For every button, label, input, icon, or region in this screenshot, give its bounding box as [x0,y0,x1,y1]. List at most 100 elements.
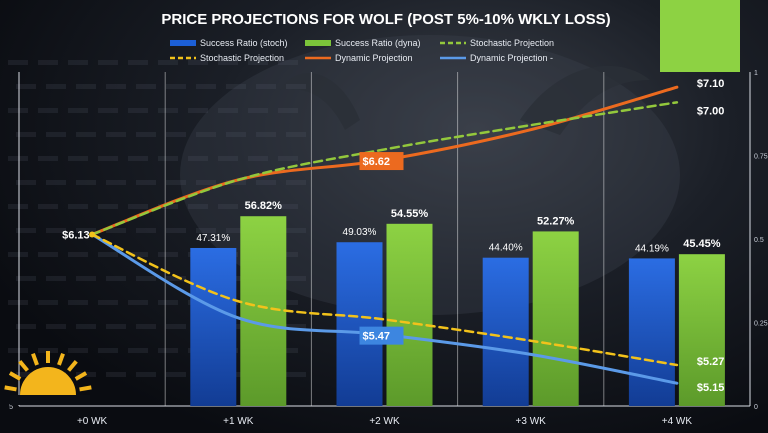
ticker-cell [46,180,66,185]
ticker-cell [46,324,66,329]
ticker-cell [158,60,178,65]
ticker-cell [218,204,238,209]
legend-item: Dynamic Projection - [440,53,553,63]
ticker-cell [38,156,58,161]
ticker-cell [16,372,36,377]
ticker-cell [248,60,268,65]
ticker-cell [166,84,186,89]
ticker-cell [248,108,268,113]
x-tick-label: +2 WK [369,416,400,427]
ticker-cell [16,180,36,185]
line-value-label: $6.13 [62,229,90,241]
line-label-box [359,152,404,171]
legend-label: Dynamic Projection [335,53,413,63]
bar-dyna [678,254,725,406]
right-tick-label: 0.75 [754,154,768,161]
line-value-label: $7.10 [697,78,725,90]
ticker-cell [196,84,216,89]
ticker-cell [188,108,208,113]
ticker-cell [128,156,148,161]
ticker-cell [128,204,148,209]
bar-value-label: 44.19% [635,243,669,254]
ticker-cell [98,156,118,161]
ticker-cell [16,84,36,89]
ticker-cell [98,252,118,257]
ticker-cell [68,60,88,65]
ticker-cell [128,300,148,305]
legend-item: Success Ratio (dyna) [305,38,421,48]
ticker-cell [286,372,306,377]
bar-dyna [240,216,287,406]
ticker-cell [158,348,178,353]
bar-value-label: 49.03% [343,227,377,238]
bar-value-label: 45.45% [683,238,721,250]
ticker-cell [278,204,298,209]
right-tick-label: 0.5 [754,237,764,244]
ticker-cell [136,324,156,329]
ticker-cell [286,132,306,137]
ticker-cell [46,132,66,137]
ticker-cell [218,60,238,65]
bar-dyna [386,223,433,406]
legend-item: Dynamic Projection [305,53,413,63]
sun-ray [4,385,17,392]
ticker-cell [106,228,126,233]
ticker-cell [16,228,36,233]
legend-swatch [170,40,196,46]
ticker-cell [106,372,126,377]
ticker-cell [158,252,178,257]
legend-label: Stochastic Projection [200,53,284,63]
ticker-cell [76,180,96,185]
ticker-cell [256,132,276,137]
ticker-cell [16,276,36,281]
sun-ray [31,352,39,366]
x-tick-label: +0 WK [77,416,108,427]
ticker-cell [46,228,66,233]
ticker-cell [106,132,126,137]
ticker-cell [278,348,298,353]
legend-label: Success Ratio (dyna) [335,38,421,48]
ticker-cell [226,84,246,89]
ticker-cell [38,348,58,353]
ticker-cell [128,348,148,353]
sun-ray [57,352,65,366]
ticker-cell [286,324,306,329]
ticker-cell [16,324,36,329]
ticker-cell [68,156,88,161]
ticker-cell [226,132,246,137]
ticker-cell [256,180,276,185]
ticker-cell [98,108,118,113]
ticker-cell [38,300,58,305]
ticker-cell [218,108,238,113]
bar-value-label: 54.55% [391,208,429,220]
bar-dyna [532,231,579,406]
ticker-cell [106,180,126,185]
ticker-cell [98,60,118,65]
ticker-cell [158,204,178,209]
x-tick-label: +3 WK [516,416,547,427]
right-tick-label: 1 [754,70,758,77]
bull-horn-right [520,65,650,135]
line-value-label: $5.15 [697,382,725,394]
ticker-cell [196,228,216,233]
x-tick-label: +1 WK [223,416,254,427]
ticker-cell [8,60,28,65]
ticker-cell [278,252,298,257]
ticker-cell [188,156,208,161]
chart-title: PRICE PROJECTIONS FOR WOLF (POST 5%-10% … [161,11,610,28]
ticker-cell [256,84,276,89]
ticker-cell [16,132,36,137]
ticker-cell [46,84,66,89]
ticker-cell [8,204,28,209]
ticker-cell [68,348,88,353]
ticker-cell [218,156,238,161]
bar-stoch [628,258,675,406]
ticker-cell [286,84,306,89]
ticker-cell [128,252,148,257]
legend-item: Stochastic Projection [440,38,554,48]
sun-body [20,367,76,395]
ticker-cell [166,132,186,137]
ticker-cell [278,300,298,305]
